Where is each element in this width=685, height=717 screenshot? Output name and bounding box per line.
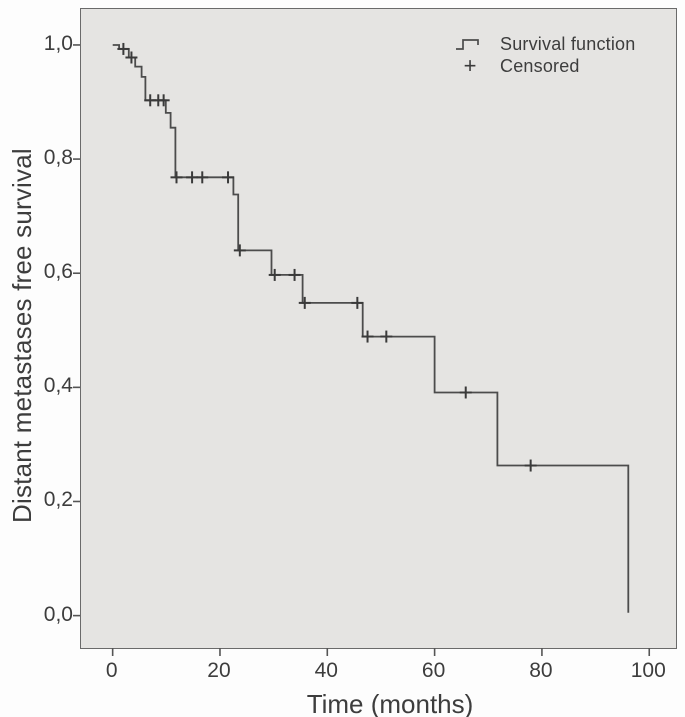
survival-step-curve [112, 44, 630, 613]
legend: Survival function + Censored [451, 33, 635, 77]
y-tick-label: 1,0 [43, 31, 73, 55]
x-tick-label: 20 [207, 659, 231, 682]
plus-marker-icon: + [463, 53, 477, 78]
legend-label-survival: Survival function [500, 33, 636, 54]
legend-label-censored: Censored [500, 55, 580, 76]
x-tick-label: 0 [105, 659, 118, 682]
legend-entry-censored: + Censored [451, 55, 635, 77]
y-tick-label: 0,4 [43, 374, 73, 398]
censored-markers [117, 42, 537, 472]
plot-area: Survival function + Censored [73, 8, 677, 656]
step-line-icon [451, 36, 489, 52]
y-tick-label: 0,0 [43, 602, 73, 626]
legend-entry-survival: Survival function [451, 33, 635, 55]
x-axis-title: Time (months) [306, 689, 474, 717]
x-tick-label: 40 [314, 659, 338, 682]
y-tick-label: 0,2 [43, 488, 73, 512]
x-tick-label: 80 [529, 659, 553, 682]
y-axis-title: Distant metastases free survival [7, 148, 37, 523]
y-tick-label: 0,8 [43, 146, 73, 170]
x-tick-label: 100 [630, 659, 666, 682]
x-tick-label: 60 [421, 659, 446, 682]
y-tick-label: 0,6 [43, 260, 73, 284]
survival-curve-svg [73, 42, 651, 656]
